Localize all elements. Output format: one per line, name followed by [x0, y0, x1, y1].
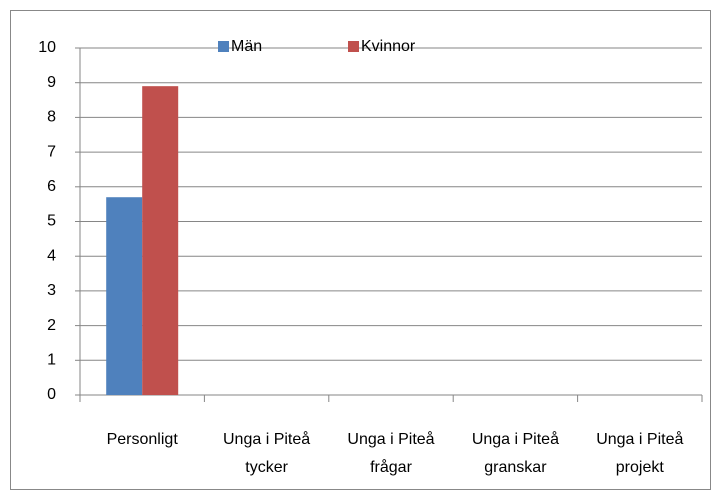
x-tick-label: granskar [484, 459, 547, 476]
y-tick-label: 8 [47, 109, 56, 126]
y-tick-label: 10 [38, 39, 56, 56]
x-tick-label: Personligt [107, 431, 179, 448]
y-tick-label: 5 [47, 213, 56, 230]
x-tick-label: Unga i Piteå [472, 430, 559, 448]
legend-label: Män [231, 38, 262, 55]
legend-swatch [218, 41, 229, 52]
y-tick-label: 3 [47, 282, 56, 299]
bar [142, 86, 179, 396]
y-tick-label: 2 [47, 317, 56, 334]
x-tick-label: tycker [245, 459, 288, 476]
y-tick-label: 4 [47, 247, 56, 264]
x-tick-label: frågar [370, 458, 412, 476]
y-tick-label: 6 [47, 178, 56, 195]
y-tick-label: 1 [47, 352, 56, 369]
x-tick-label: projekt [616, 459, 665, 476]
y-tick-label: 0 [47, 386, 56, 403]
y-tick-label: 7 [47, 143, 56, 160]
x-tick-label: Unga i Piteå [223, 430, 310, 448]
x-tick-label: Unga i Piteå [596, 430, 683, 448]
legend-label: Kvinnor [361, 38, 416, 55]
bar [106, 197, 143, 395]
x-tick-label: Unga i Piteå [347, 430, 434, 448]
legend-swatch [348, 41, 359, 52]
y-tick-label: 9 [47, 74, 56, 91]
